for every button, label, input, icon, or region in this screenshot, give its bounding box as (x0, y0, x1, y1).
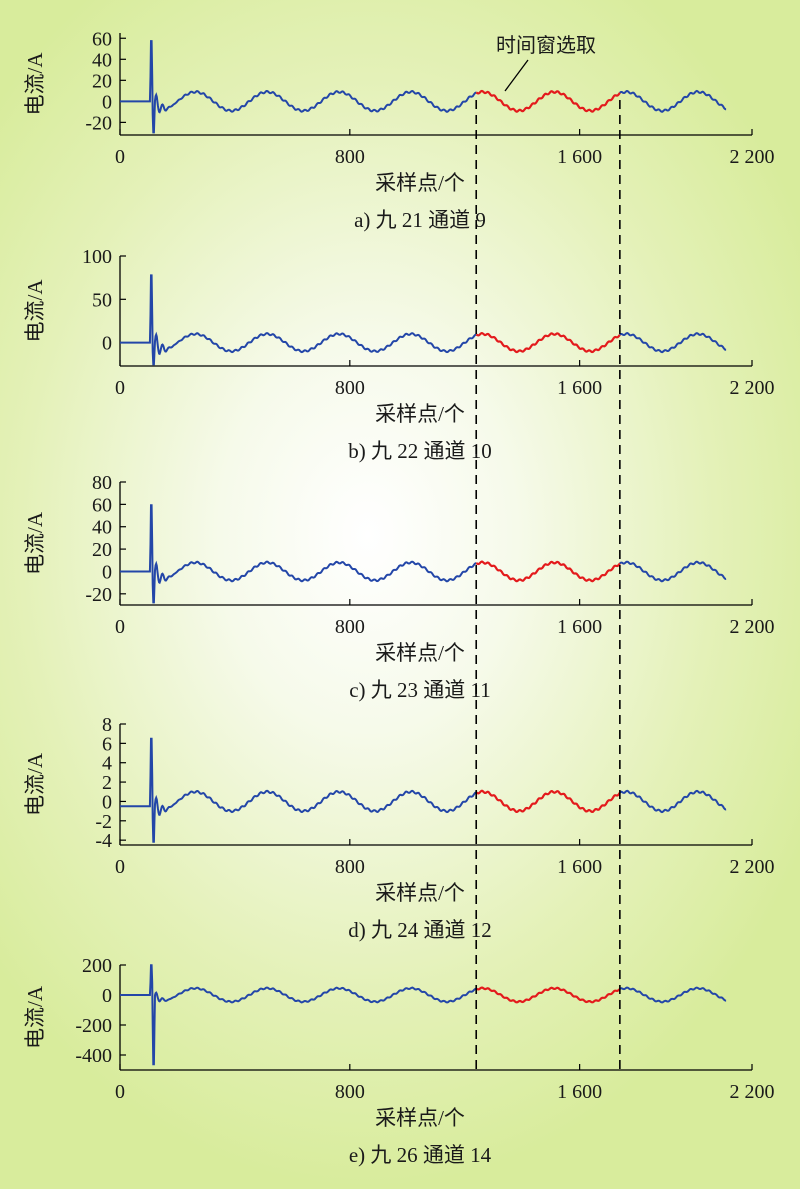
panel-caption: c) 九 23 通道 11 (349, 678, 491, 702)
y-tick-label: 0 (102, 561, 112, 583)
series-line-window (475, 331, 621, 354)
x-tick-label: 800 (335, 856, 365, 878)
x-axis-label: 采样点/个 (375, 402, 465, 426)
y-tick-label: 8 (102, 714, 112, 736)
series-line-after-window (619, 332, 727, 354)
x-tick-label: 0 (115, 1081, 125, 1103)
x-tick-label: 1 600 (557, 856, 602, 878)
series-line-window (475, 89, 621, 113)
x-axis-label: 采样点/个 (375, 171, 465, 195)
x-tick-label: 800 (335, 1081, 365, 1103)
y-tick-label: 0 (102, 791, 112, 813)
x-tick-label: 0 (115, 616, 125, 638)
x-tick-label: 0 (115, 146, 125, 168)
series-line-before-window (120, 504, 477, 604)
y-tick-label: 20 (92, 70, 112, 92)
panel-caption: a) 九 21 通道 9 (354, 208, 486, 232)
y-tick-label: 60 (92, 28, 112, 50)
x-tick-label: 800 (335, 616, 365, 638)
x-tick-label: 1 600 (557, 146, 602, 168)
y-tick-label: -400 (75, 1045, 112, 1067)
series-line-before-window (120, 40, 477, 134)
y-tick-label: 100 (82, 246, 112, 268)
x-tick-label: 2 200 (730, 616, 775, 638)
x-tick-label: 0 (115, 856, 125, 878)
y-axis-label: 电流/A (23, 279, 47, 343)
chart-panel-2: 100 50 00 800 1 600 2 200 电流/A 采样点/个 b) 九 22 通道 … (23, 246, 775, 463)
y-axis-label: 电流/A (23, 511, 47, 575)
x-axis-label: 采样点/个 (375, 1106, 465, 1130)
series-line-window (475, 789, 621, 814)
x-tick-label: 2 200 (730, 377, 775, 399)
panel-caption: e) 九 26 通道 14 (349, 1143, 492, 1167)
y-tick-label: -2 (95, 811, 112, 833)
panel-caption: d) 九 24 通道 12 (348, 918, 492, 942)
x-tick-label: 2 200 (730, 856, 775, 878)
series-line-before-window (120, 274, 477, 366)
y-tick-label: 2 (102, 772, 112, 794)
y-tick-label: 20 (92, 539, 112, 561)
y-tick-label: 80 (92, 472, 112, 494)
panel-caption: b) 九 22 通道 10 (348, 439, 492, 463)
y-tick-label: 60 (92, 494, 112, 516)
x-tick-label: 800 (335, 377, 365, 399)
y-tick-label: 40 (92, 517, 112, 539)
y-tick-label: 6 (102, 733, 112, 755)
series-line-window (475, 560, 621, 583)
x-tick-label: 1 600 (557, 1081, 602, 1103)
x-tick-label: 1 600 (557, 616, 602, 638)
y-tick-label: 0 (102, 333, 112, 355)
series-line-before-window (120, 737, 477, 843)
window-overlay: 时间窗选取 (475, 34, 621, 1070)
y-axis-label: 电流/A (23, 752, 47, 816)
window-annotation-label: 时间窗选取 (496, 34, 596, 57)
series-line-after-window (619, 986, 727, 1004)
x-tick-label: 2 200 (730, 146, 775, 168)
x-axis-label: 采样点/个 (375, 881, 465, 905)
series-line-after-window (619, 789, 727, 814)
y-tick-label: -4 (95, 830, 112, 852)
y-tick-label: -20 (85, 112, 112, 134)
annotation-leader-line (504, 59, 529, 92)
x-tick-label: 2 200 (730, 1081, 775, 1103)
y-tick-label: 200 (82, 955, 112, 977)
series-line-after-window (619, 560, 727, 583)
x-tick-label: 1 600 (557, 377, 602, 399)
series-line-window (476, 986, 621, 1004)
y-tick-label: -20 (85, 584, 112, 606)
y-tick-label: -200 (75, 1015, 112, 1037)
y-tick-label: 4 (102, 753, 112, 775)
y-axis-label: 电流/A (23, 985, 47, 1049)
y-tick-label: 40 (92, 49, 112, 71)
series-line-before-window (120, 964, 477, 1066)
x-tick-label: 0 (115, 377, 125, 399)
x-tick-label: 800 (335, 146, 365, 168)
y-tick-label: 0 (102, 985, 112, 1007)
y-tick-label: 0 (102, 91, 112, 113)
x-axis-label: 采样点/个 (375, 641, 465, 665)
y-axis-label: 电流/A (23, 52, 47, 116)
series-line-after-window (619, 89, 727, 113)
y-tick-label: 50 (92, 289, 112, 311)
